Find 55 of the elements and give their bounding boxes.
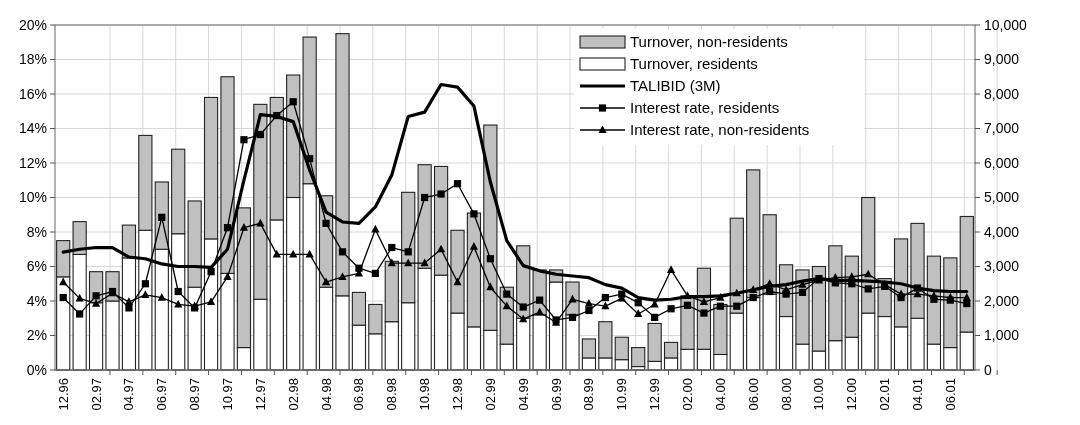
x-tick-label: 06.00 xyxy=(745,378,761,411)
x-tick-label: 10.97 xyxy=(220,378,236,411)
x-tick-label: 08.97 xyxy=(187,378,203,411)
y2-tick-label: 3,000 xyxy=(984,258,1020,275)
x-tick-label: 06.97 xyxy=(154,378,170,411)
y2-tick-label: 5,000 xyxy=(984,189,1020,206)
y-tick-label: 14% xyxy=(18,120,47,137)
y2-tick-label: 8,000 xyxy=(984,85,1020,102)
x-tick-label: 12.96 xyxy=(55,378,71,411)
y-tick-label: 12% xyxy=(18,154,47,171)
y2-tick-label: 7,000 xyxy=(984,120,1020,137)
x-tick-label: 06.98 xyxy=(351,378,367,411)
x-tick-label: 04.98 xyxy=(318,378,334,411)
x-tick-label: 08.98 xyxy=(384,378,400,411)
x-tick-label: 02.01 xyxy=(877,378,893,411)
x-tick-label: 08.00 xyxy=(778,378,794,411)
x-tick-label: 12.00 xyxy=(844,378,860,411)
x-tick-label: 12.98 xyxy=(450,378,466,411)
x-tick-label: 02.00 xyxy=(680,378,696,411)
y-tick-label: 8% xyxy=(26,223,47,240)
legend-label: Interest rate, residents xyxy=(630,99,780,117)
x-tick-label: 02.98 xyxy=(285,378,301,411)
x-tick-label: 10.00 xyxy=(811,378,827,411)
x-tick-label: 12.99 xyxy=(647,378,663,411)
y2-tick-label: 2,000 xyxy=(984,292,1020,309)
legend-label: Interest rate, non-residents xyxy=(630,121,810,139)
y-tick-label: 6% xyxy=(26,258,47,275)
y-tick-label: 20% xyxy=(18,16,47,33)
x-tick-label: 10.98 xyxy=(417,378,433,411)
y2-tick-label: 10,000 xyxy=(984,16,1028,33)
y2-tick-label: 0 xyxy=(984,361,992,378)
x-tick-label: 04.99 xyxy=(515,378,531,411)
y2-tick-label: 9,000 xyxy=(984,51,1020,68)
x-tick-label: 12.97 xyxy=(252,378,268,411)
x-tick-label: 04.97 xyxy=(121,378,137,411)
legend-label: Turnover, non-residents xyxy=(630,33,788,51)
y2-tick-label: 4,000 xyxy=(984,223,1020,240)
y-tick-label: 2% xyxy=(26,327,47,344)
y2-tick-label: 6,000 xyxy=(984,154,1020,171)
y-tick-label: 10% xyxy=(18,189,47,206)
x-tick-label: 04.00 xyxy=(712,378,728,411)
legend-label: TALIBID (3M) xyxy=(630,77,721,95)
x-tick-label: 06.01 xyxy=(942,378,958,411)
y-tick-label: 18% xyxy=(18,51,47,68)
y-tick-label: 4% xyxy=(26,292,47,309)
x-tick-label: 02.97 xyxy=(88,378,104,411)
x-tick-label: 02.99 xyxy=(482,378,498,411)
x-tick-label: 04.01 xyxy=(910,378,926,411)
x-tick-label: 10.99 xyxy=(614,378,630,411)
legend-label: Turnover, residents xyxy=(630,55,758,73)
x-tick-label: 06.99 xyxy=(548,378,564,411)
y-tick-label: 0% xyxy=(26,361,47,378)
x-tick-label: 08.99 xyxy=(581,378,597,411)
y2-tick-label: 1,000 xyxy=(984,327,1020,344)
y-tick-label: 16% xyxy=(18,85,47,102)
